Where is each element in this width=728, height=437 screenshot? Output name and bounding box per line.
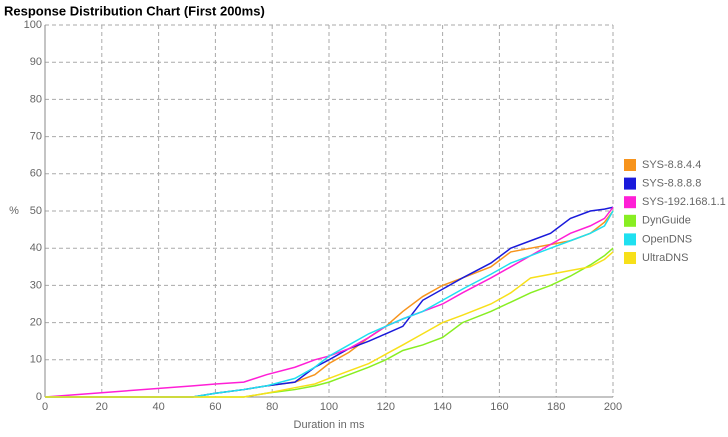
y-tick-label: 60 (30, 168, 42, 180)
legend-label: SYS-8.8.4.4 (642, 159, 701, 171)
x-tick-label: 160 (490, 401, 508, 413)
y-tick-label: 50 (30, 205, 42, 217)
x-tick-label: 60 (209, 401, 221, 413)
y-tick-label: 30 (30, 279, 42, 291)
legend-swatch (624, 233, 636, 246)
legend-swatch (624, 159, 636, 171)
legend-label: DynGuide (642, 215, 691, 227)
y-tick-label: 40 (30, 242, 42, 254)
x-tick-label: 120 (377, 401, 395, 413)
legend-swatch (624, 196, 636, 209)
y-tick-label: 10 (30, 354, 42, 366)
chart-title: Response Distribution Chart (First 200ms… (4, 3, 265, 18)
x-tick-label: 40 (152, 401, 164, 413)
legend-label: SYS-8.8.8.8 (642, 178, 701, 190)
legend-swatch (624, 252, 636, 264)
x-tick-label: 200 (604, 401, 622, 413)
x-axis-label: Duration in ms (294, 419, 365, 431)
y-axis-label: % (9, 205, 19, 217)
legend-swatch (624, 177, 636, 190)
x-tick-label: 140 (433, 401, 451, 413)
y-tick-label: 0 (36, 391, 42, 403)
y-tick-label: 80 (30, 93, 42, 105)
legend-label: SYS-192.168.1.1 (642, 196, 726, 208)
x-tick-label: 80 (266, 401, 278, 413)
y-tick-label: 20 (30, 317, 42, 329)
x-tick-label: 180 (547, 401, 565, 413)
x-tick-label: 100 (320, 401, 338, 413)
x-tick-label: 0 (42, 401, 48, 413)
legend-label: OpenDNS (642, 233, 692, 245)
y-tick-label: 70 (30, 131, 42, 143)
y-tick-label: 100 (24, 19, 42, 31)
series-line (45, 210, 614, 398)
legend-label: UltraDNS (642, 252, 688, 264)
y-tick-label: 90 (30, 56, 42, 68)
legend-swatch (624, 214, 636, 227)
series-line (45, 251, 614, 398)
x-tick-label: 20 (96, 401, 108, 413)
